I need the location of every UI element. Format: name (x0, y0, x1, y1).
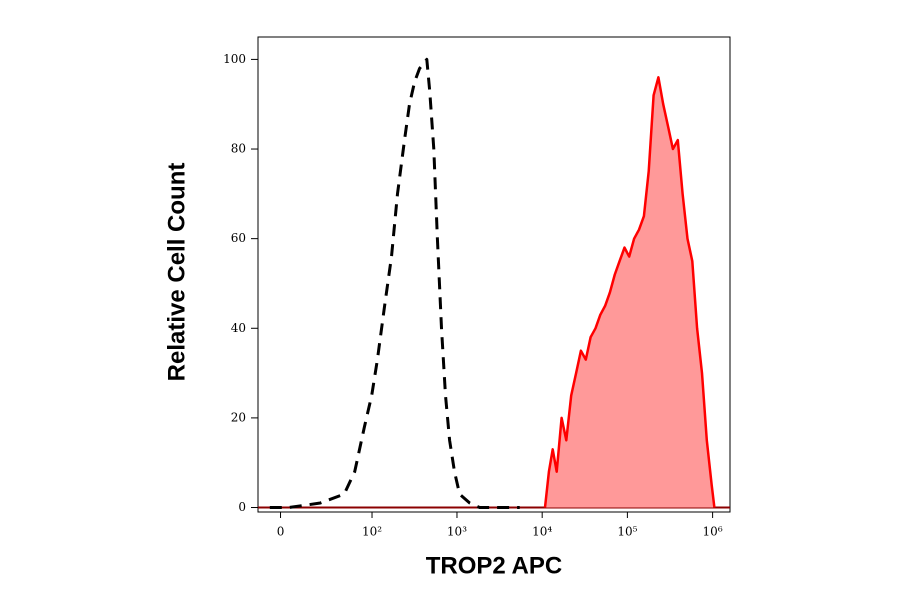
y-tick-label: 80 (231, 142, 246, 156)
x-tick-label: 0 (277, 525, 285, 539)
y-axis-label: Relative Cell Count (163, 163, 190, 382)
histogram-line (543, 76, 716, 508)
histogram-line (269, 57, 520, 509)
x-tick-label: 10³ (447, 525, 467, 539)
y-tick-label: 40 (231, 321, 246, 335)
x-axis-label: TROP2 APC (426, 552, 562, 579)
y-tick-label: 60 (231, 231, 246, 245)
x-tick-label: 10⁶ (703, 525, 723, 539)
y-tick-label: 100 (223, 52, 246, 66)
y-tick-label: 0 (238, 500, 246, 514)
x-tick-label: 10⁴ (532, 525, 552, 539)
x-tick-label: 10⁵ (617, 525, 637, 539)
y-tick-label: 20 (231, 410, 246, 424)
x-tick-label: 10² (362, 525, 382, 539)
plot-frame (257, 36, 731, 513)
